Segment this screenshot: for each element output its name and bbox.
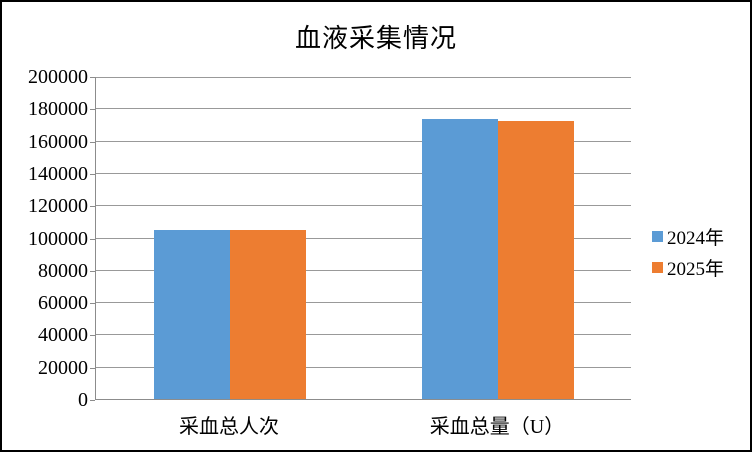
y-axis-tick	[90, 173, 95, 175]
legend-label-2025年: 2025年	[667, 259, 725, 280]
y-axis-label: 60000	[38, 292, 88, 315]
y-axis-tick	[90, 335, 95, 337]
gridline	[96, 108, 631, 110]
y-axis-label: 120000	[28, 195, 88, 218]
legend-marker-2025年	[652, 262, 663, 273]
chart-title: 血液采集情况	[294, 24, 457, 53]
gridline	[96, 237, 631, 239]
gridline	[96, 302, 631, 304]
category-label: 采血总量（U）	[429, 416, 565, 438]
y-axis-tick	[90, 270, 95, 272]
y-axis-tick	[90, 238, 95, 240]
plot-area	[95, 77, 631, 400]
gridline	[96, 334, 631, 336]
y-axis-label: 0	[78, 389, 88, 411]
gridline	[96, 140, 631, 142]
y-axis-label: 140000	[28, 162, 88, 185]
y-axis-tick	[90, 400, 95, 401]
gridline	[96, 269, 631, 271]
y-axis-tick	[90, 303, 95, 305]
gridline	[96, 172, 631, 174]
y-axis-tick	[90, 109, 95, 111]
y-axis-tick	[90, 77, 95, 78]
gridline	[96, 205, 631, 207]
bar-2024年-采血总量（U）	[422, 119, 498, 399]
y-axis-tick	[90, 141, 95, 143]
y-axis-tick	[90, 206, 95, 208]
gridline	[96, 77, 631, 78]
y-axis-label: 200000	[28, 66, 88, 88]
legend-item-2024年: 2024年	[652, 226, 725, 249]
legend: 2024年 2025年	[652, 226, 724, 288]
y-axis-label: 180000	[28, 98, 88, 121]
legend-label-2024年: 2024年	[667, 228, 725, 249]
gridline	[96, 366, 631, 368]
y-axis-label: 100000	[28, 227, 88, 250]
y-axis-label: 40000	[38, 324, 88, 347]
y-axis-label: 80000	[38, 259, 88, 282]
y-axis-label: 160000	[28, 130, 88, 153]
y-axis-tick	[90, 367, 95, 369]
bar-2025年-采血总量（U）	[498, 121, 574, 399]
legend-item-2025年: 2025年	[652, 257, 725, 280]
bar-2024年-采血总人次	[154, 230, 230, 399]
y-axis-label: 20000	[38, 356, 88, 379]
legend-marker-2024年	[652, 231, 663, 242]
bar-2025年-采血总人次	[230, 230, 306, 399]
category-label: 采血总人次	[179, 416, 279, 438]
